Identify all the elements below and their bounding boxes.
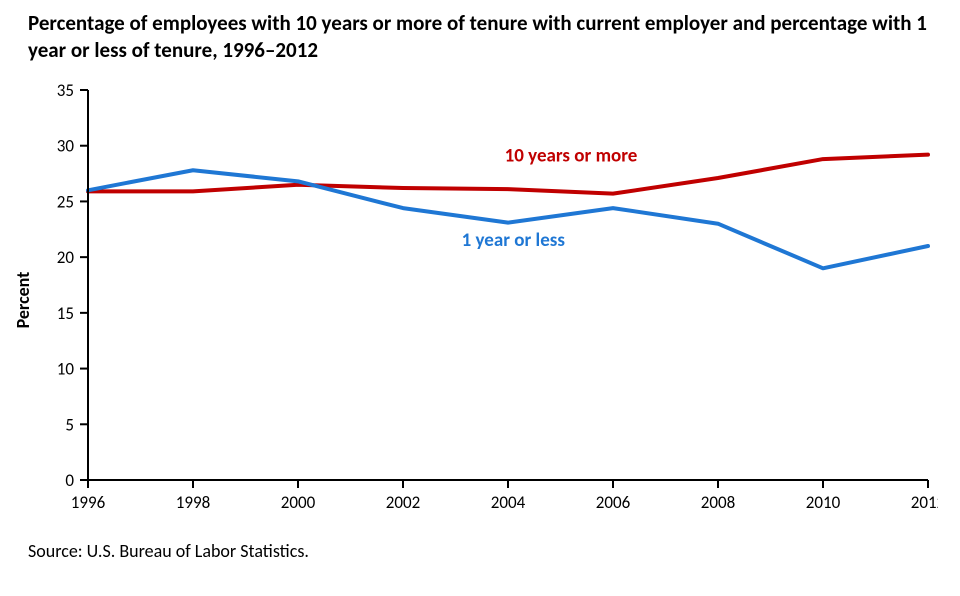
source-text: Source: U.S. Bureau of Labor Statistics. [28,540,309,562]
x-tick-label: 2010 [806,492,841,513]
x-tick-label: 1996 [71,492,106,513]
line-chart-svg: 10 years or more 1 year or less 0 5 10 15 20 25… [28,80,938,520]
x-tick-label: 2012 [911,492,938,513]
x-tick-label: 1998 [176,492,210,513]
y-axis-label: Percent [12,272,34,329]
chart-container: Percentage of employees with 10 years or… [0,0,960,596]
y-tick-label: 5 [65,414,74,435]
x-tick-label: 2002 [386,492,420,513]
y-tick-label: 30 [57,136,75,157]
chart-area: Percent 10 years or more1 year or less05… [28,80,938,520]
y-tick-label: 35 [57,80,74,101]
x-tick-label: 2006 [596,492,631,513]
y-tick-label: 15 [57,303,74,324]
y-tick-label: 0 [65,470,74,491]
y-tick-label: 25 [57,191,74,212]
series-line-1 [88,170,928,268]
y-tick-label: 10 [57,359,75,380]
chart-title: Percentage of employees with 10 years or… [28,10,960,65]
series-label-1: 1 year or less [462,229,566,252]
series-label-0: 10 years or more [505,144,638,167]
x-tick-label: 2004 [491,492,526,513]
y-tick-label: 20 [57,247,75,268]
x-tick-label: 2008 [701,492,735,513]
x-tick-label: 2000 [281,492,316,513]
